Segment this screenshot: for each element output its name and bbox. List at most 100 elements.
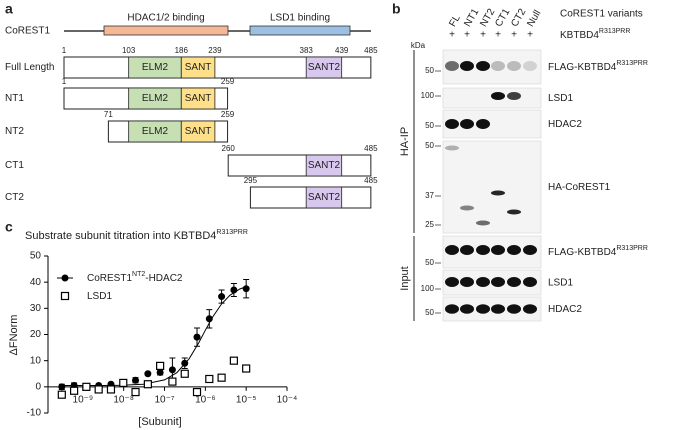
marker-label: 50 [425, 121, 434, 130]
residue-number: 1 [62, 46, 67, 55]
superscript: R313PRR [616, 60, 648, 67]
domain [180, 56, 216, 79]
data-point [229, 356, 238, 365]
band [507, 209, 521, 215]
data-point [242, 364, 251, 373]
band [523, 61, 537, 71]
text-part: HDAC2 [548, 304, 582, 315]
data-point [144, 370, 152, 378]
text-part: LSD1 [548, 93, 573, 104]
data-point [143, 380, 152, 389]
band [491, 61, 505, 71]
construct-label: CT1 [5, 160, 24, 171]
residue-number: 71 [104, 110, 113, 119]
domain [305, 186, 343, 209]
x-tick-label: 10⁻⁵ [236, 394, 257, 405]
construct-box [227, 154, 372, 177]
region-label: HDAC1/2 binding [127, 13, 204, 24]
residue-number: 485 [364, 176, 378, 185]
residue-number: 259 [221, 110, 235, 119]
residue-number: 485 [364, 46, 378, 55]
band [476, 277, 490, 287]
section-label: HA-IP [399, 127, 411, 156]
y-axis-label: ΔFNorm [8, 315, 20, 356]
data-point [205, 374, 214, 384]
band [445, 61, 459, 71]
residue-number: 260 [222, 144, 236, 153]
band [460, 304, 474, 314]
y-tick-label: -10 [27, 408, 42, 419]
marker-label: 100 [421, 91, 435, 100]
data-point [119, 378, 128, 388]
kda-label: kDa [411, 41, 426, 50]
plus-sign: + [495, 30, 501, 41]
band [445, 277, 459, 287]
residue-number: 439 [335, 46, 349, 55]
lane-label: Null [525, 8, 543, 28]
marker-label: 50 [425, 308, 434, 317]
band [507, 304, 521, 314]
band [507, 277, 521, 287]
data-point [132, 376, 140, 384]
text-part: FLAG-KBTBD4 [548, 62, 617, 73]
band [445, 145, 459, 151]
bait-label: KBTBD4R313PRR [560, 28, 630, 41]
domain-label: SANT [185, 62, 212, 73]
y-tick-label: 0 [35, 381, 41, 392]
band [445, 119, 459, 129]
y-tick-label: 30 [30, 303, 42, 314]
text-part: KBTBD4 [560, 30, 599, 41]
band [491, 190, 505, 196]
construct-label: NT2 [5, 126, 24, 137]
residue-number: 103 [122, 46, 136, 55]
blot-label: LSD1 [548, 93, 573, 104]
binding-region [103, 25, 229, 36]
blot-label: FLAG-KBTBD4R313PRR [548, 60, 648, 73]
data-point [131, 387, 140, 397]
y-tick-label: 20 [30, 329, 42, 340]
text-part: HDAC2 [548, 119, 582, 130]
marker-label: 50 [425, 258, 434, 267]
section-label: Input [399, 266, 411, 290]
data-point [180, 369, 189, 378]
legend-marker [61, 274, 69, 282]
text-part: Substrate subunit titration into KBTBD4 [25, 230, 216, 242]
blot-label: HDAC2 [548, 119, 582, 130]
marker-label: 100 [421, 284, 435, 293]
band [491, 304, 505, 314]
x-tick-label: 10⁻⁹ [73, 394, 94, 405]
text-part: FLAG-KBTBD4 [548, 247, 617, 258]
blot-label: LSD1 [548, 277, 573, 288]
residue-number: 1 [62, 77, 67, 86]
domain-label: ELM2 [142, 93, 169, 104]
band [491, 245, 505, 255]
binding-region [249, 25, 351, 36]
domain-label: SANT2 [308, 192, 341, 203]
marker-label: 37 [425, 191, 434, 200]
data-point [57, 390, 66, 399]
superscript: R313PRR [599, 28, 631, 35]
band [507, 245, 521, 255]
band [476, 61, 490, 71]
band [491, 92, 505, 100]
domain-label: SANT2 [308, 62, 341, 73]
marker-label: 25 [425, 220, 434, 229]
x-tick-label: 10⁻⁷ [155, 394, 175, 405]
blot [442, 140, 542, 234]
band [445, 304, 459, 314]
data-point [82, 382, 91, 391]
domain-label: ELM2 [142, 62, 169, 73]
data-point [156, 368, 164, 376]
domain [305, 154, 343, 177]
data-point [94, 385, 103, 394]
residue-number: 295 [244, 176, 258, 185]
data-point [69, 386, 79, 395]
band [507, 92, 521, 100]
data-point [58, 383, 66, 391]
region-label: LSD1 binding [270, 13, 330, 24]
plus-sign: + [480, 30, 486, 41]
chart-title: Substrate subunit titration into KBTBD4R… [25, 229, 248, 242]
data-point [192, 387, 202, 397]
legend-label: LSD1 [87, 291, 112, 302]
legend-label: CoREST1NT2-HDAC2 [87, 271, 183, 284]
